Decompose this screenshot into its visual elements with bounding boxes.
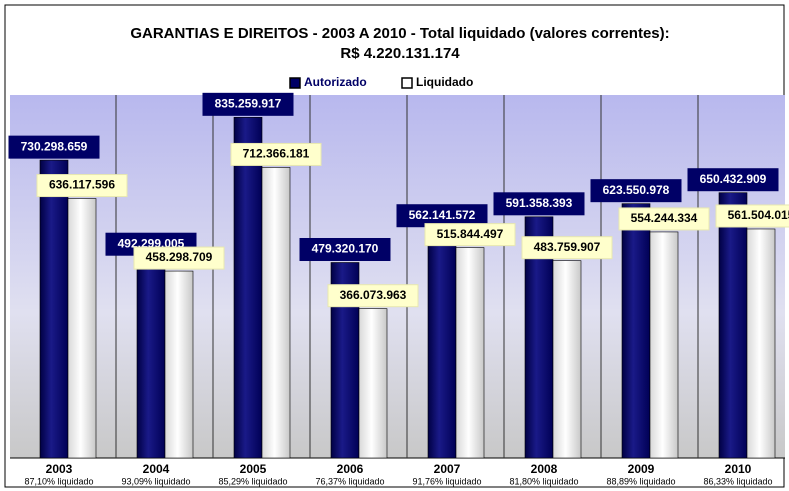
- legend-swatch: [401, 77, 413, 89]
- value-label-box: [299, 238, 391, 262]
- x-tick-note: 87,10% liquidado: [24, 476, 93, 486]
- x-tick-label: 2005: [240, 462, 267, 476]
- bar: [455, 247, 485, 459]
- value-label: 835.259.917: [215, 96, 282, 110]
- x-tick-note: 86,33% liquidado: [703, 476, 772, 486]
- bar: [621, 203, 651, 459]
- value-label: 366.073.963: [340, 288, 407, 302]
- bar: [39, 159, 69, 459]
- value-label: 650.432.909: [700, 172, 767, 186]
- value-label-box: [493, 192, 585, 216]
- x-tick-label: 2003: [46, 462, 73, 476]
- value-label-box: [521, 236, 613, 260]
- legend-label: Liquidado: [416, 75, 473, 89]
- value-label-box: [687, 168, 779, 192]
- value-label-box: [715, 204, 789, 228]
- bar: [649, 231, 679, 459]
- bar: [164, 270, 194, 459]
- value-label: 561.504.015: [728, 208, 789, 222]
- value-label-box: [8, 135, 100, 159]
- x-tick-label: 2007: [434, 462, 461, 476]
- value-label: 591.358.393: [506, 196, 573, 210]
- x-tick-label: 2009: [628, 462, 655, 476]
- bar: [358, 308, 388, 459]
- bar: [718, 192, 748, 459]
- value-label-box: [133, 246, 225, 270]
- x-tick-note: 88,89% liquidado: [606, 476, 675, 486]
- bar: [261, 167, 291, 459]
- x-tick-label: 2010: [725, 462, 752, 476]
- value-label-box: [327, 284, 419, 308]
- bar: [233, 117, 263, 459]
- x-tick-note: 85,29% liquidado: [218, 476, 287, 486]
- legend-label: Autorizado: [304, 75, 367, 89]
- value-label: 554.244.334: [631, 211, 698, 225]
- value-label: 562.141.572: [409, 208, 476, 222]
- x-tick-note: 93,09% liquidado: [121, 476, 190, 486]
- chart-title: GARANTIAS E DIREITOS - 2003 A 2010 - Tot…: [130, 25, 670, 62]
- legend-swatch: [289, 77, 301, 89]
- value-label-box: [590, 179, 682, 203]
- x-tick-label: 2004: [143, 462, 170, 476]
- value-label: 458.298.709: [146, 250, 213, 264]
- x-tick-label: 2006: [337, 462, 364, 476]
- value-label: 479.320.170: [312, 242, 379, 256]
- x-tick-note: 91,76% liquidado: [412, 476, 481, 486]
- x-tick-note: 81,80% liquidado: [509, 476, 578, 486]
- bar: [746, 228, 776, 459]
- value-label: 730.298.659: [21, 139, 88, 153]
- value-label-box: [36, 174, 128, 198]
- value-label: 515.844.497: [437, 227, 504, 241]
- value-label-box: [202, 92, 294, 116]
- bar: [67, 198, 97, 459]
- x-tick-label: 2008: [531, 462, 558, 476]
- value-label-box: [230, 142, 322, 166]
- value-label-box: [424, 223, 516, 247]
- value-label: 712.366.181: [243, 147, 310, 161]
- value-label: 636.117.596: [49, 178, 115, 192]
- bar: [552, 260, 582, 459]
- x-tick-note: 76,37% liquidado: [315, 476, 384, 486]
- bar: [427, 228, 457, 459]
- value-label: 483.759.907: [534, 240, 601, 254]
- value-label: 623.550.978: [603, 183, 670, 197]
- value-label-box: [618, 207, 710, 231]
- bar: [136, 256, 166, 459]
